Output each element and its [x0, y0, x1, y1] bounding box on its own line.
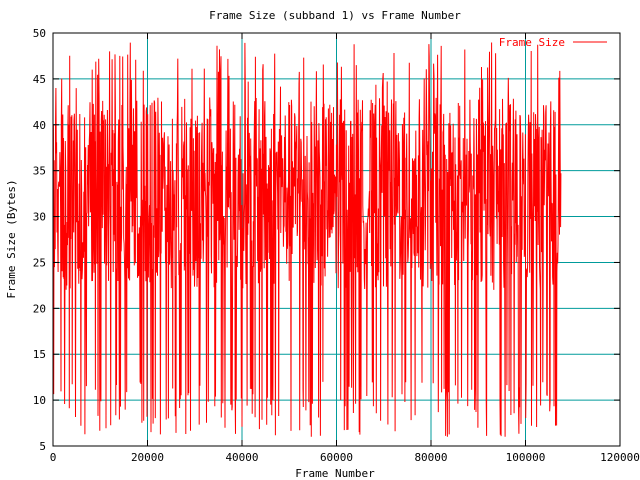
- x-axis-label: Frame Number: [295, 467, 375, 480]
- axis-ticks: [52, 32, 621, 447]
- y-tick-label: 45: [33, 73, 46, 86]
- y-axis-label: Frame Size (Bytes): [5, 179, 18, 298]
- x-tick-label: 120000: [600, 451, 640, 464]
- series-frame-size: [52, 42, 562, 437]
- y-tick-label: 35: [33, 165, 46, 178]
- series-line-frame-size: [52, 42, 562, 437]
- tick-labels: 0 20000 40000 60000 80000 100000 120000 5 10 15 20…: [33, 27, 640, 464]
- y-tick-label: 15: [33, 348, 46, 361]
- y-tick-label: 50: [33, 27, 46, 40]
- x-tick-label: 100000: [506, 451, 546, 464]
- y-tick-label: 20: [33, 302, 46, 315]
- y-tick-label: 5: [39, 440, 46, 453]
- x-tick-label: 0: [50, 451, 57, 464]
- x-tick-label: 80000: [414, 451, 447, 464]
- legend: Frame Size: [499, 36, 607, 49]
- legend-label-frame-size: Frame Size: [499, 36, 565, 49]
- x-tick-label: 20000: [131, 451, 164, 464]
- y-tick-label: 40: [33, 119, 46, 132]
- y-tick-label: 30: [33, 211, 46, 224]
- y-tick-label: 25: [33, 256, 46, 269]
- chart-title: Frame Size (subband 1) vs Frame Number: [209, 9, 461, 22]
- x-tick-label: 40000: [225, 451, 258, 464]
- y-tick-label: 10: [33, 394, 46, 407]
- x-tick-label: 60000: [320, 451, 353, 464]
